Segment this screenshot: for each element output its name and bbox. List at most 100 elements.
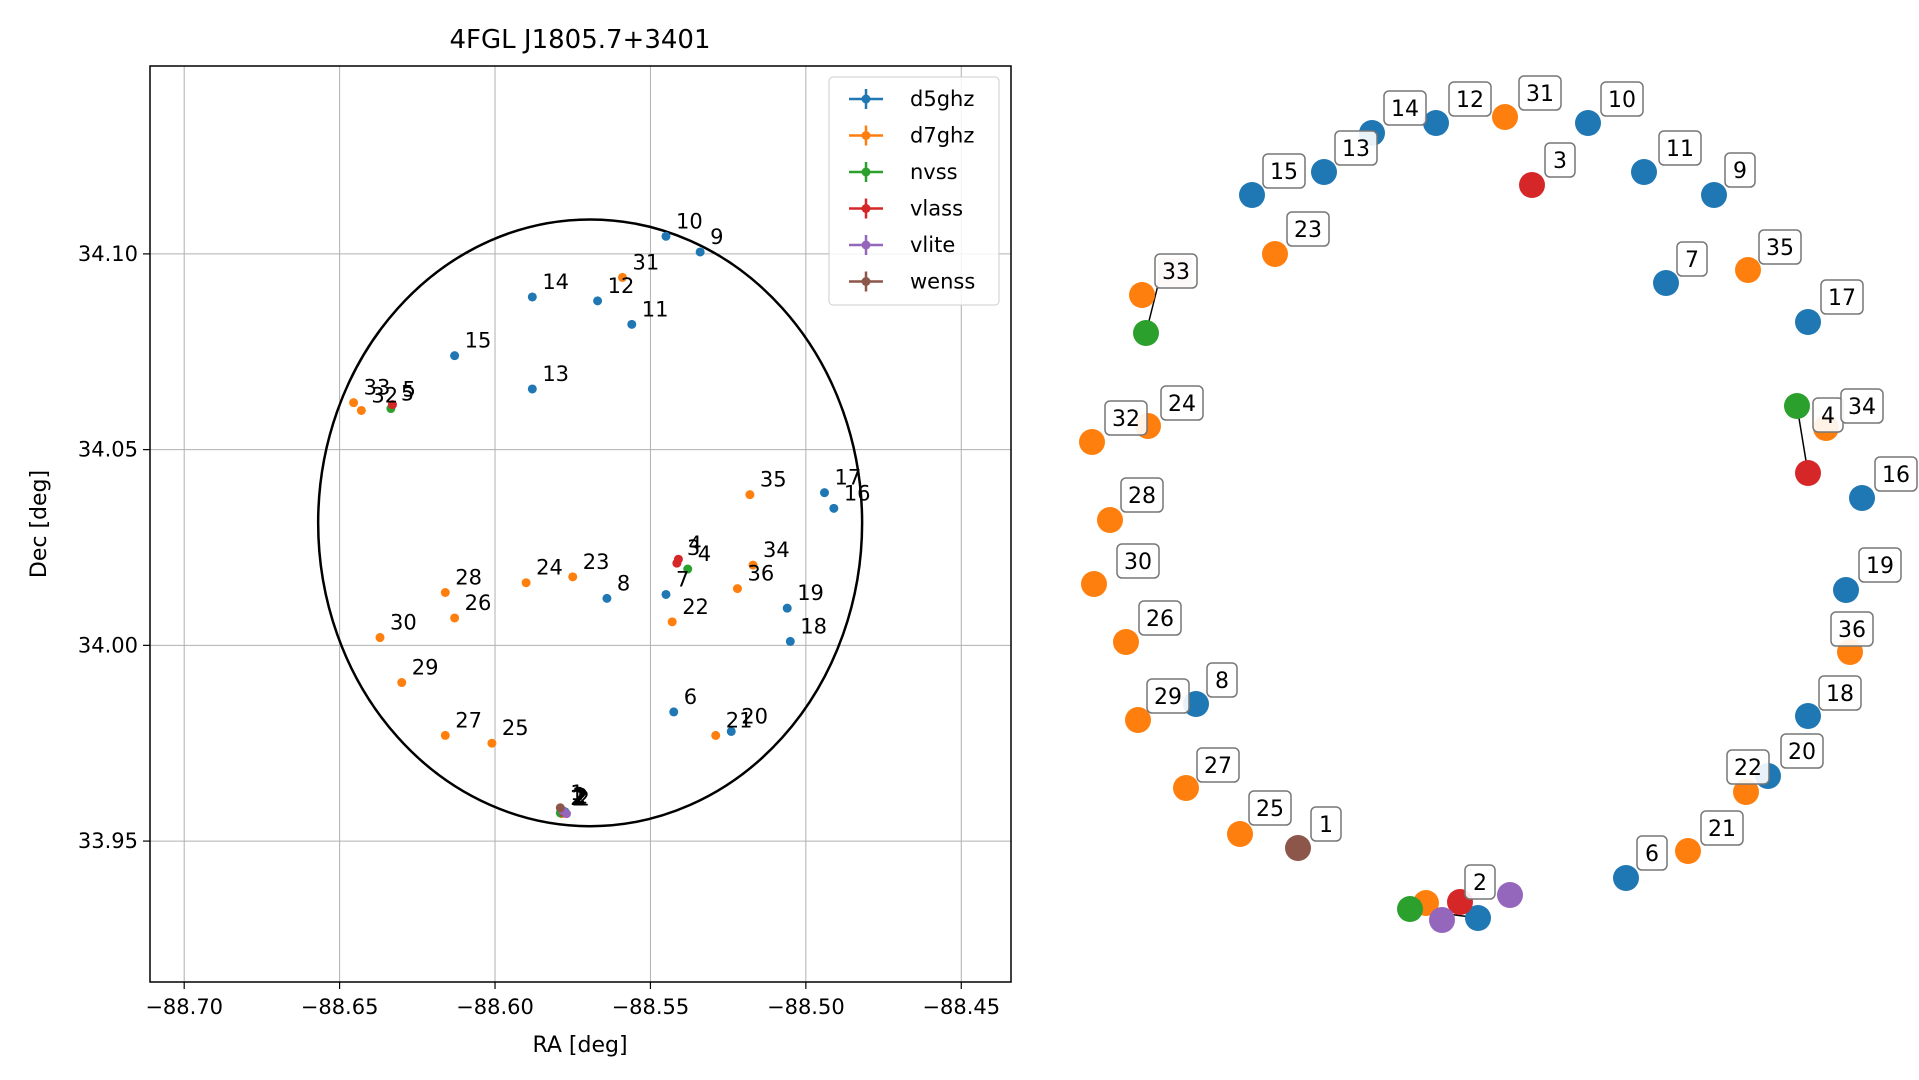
points-layer [349,231,839,819]
point-label: 16 [844,481,871,505]
layout-dot-d5ghz [1311,159,1337,185]
annotation-label: 18 [1826,682,1854,707]
point-label: 7 [676,567,689,591]
annotation-box [1464,864,1496,900]
point-d7ghz-36 [732,584,742,594]
point-label: 1 [570,781,583,805]
point-label: 15 [465,329,492,353]
point-label: 6 [684,685,697,709]
annotation-box [1820,279,1864,315]
confidence-ellipse [316,218,864,828]
point-label: 3 [687,536,700,560]
annotation-label: 27 [1204,754,1232,779]
annotation-label: 8 [1215,669,1229,694]
annotation-label: 23 [1294,218,1322,243]
annotation-label: 33 [1162,260,1190,285]
point-label: 32 [371,383,398,407]
layout-dot-nvss [1133,320,1159,346]
annotation-box [1448,81,1492,117]
point-label: 2 [577,787,590,811]
point-d5ghz-6 [669,707,679,717]
point-label: 12 [608,274,635,298]
point-label: 34 [763,538,790,562]
annotation-box [1758,229,1802,265]
annotation-label: 28 [1128,484,1156,509]
layout-dot-d7ghz [1129,282,1155,308]
point-d7ghz-28 [440,588,450,598]
legend-marker [861,167,871,177]
annotation-label: 31 [1526,82,1554,107]
left-scatter-panel: 2678910111213141516171819202212223242526… [27,25,1012,1058]
point-d7ghz-35 [745,490,755,500]
annotation-label: 12 [1456,88,1484,113]
annotation-box [1726,749,1770,785]
point-label: 18 [800,614,827,638]
layout-dot-d7ghz [1735,257,1761,283]
point-label: 9 [710,225,723,249]
layout-dot-vlite [1497,882,1523,908]
annotation-label: 1 [1319,813,1333,838]
plot-frame [149,65,1012,983]
point-label: 21 [726,708,753,732]
x-axis-label: RA [deg] [532,1033,627,1058]
annotation-label: 24 [1168,392,1196,417]
x-tick-label: −88.65 [301,995,379,1019]
point-label: 8 [617,571,630,595]
y-tick-label: 34.10 [78,242,138,266]
annotation-label: 19 [1866,554,1894,579]
annotation-label: 3 [1553,149,1567,174]
annotation-label: 7 [1685,248,1699,273]
point-d7ghz-32 [356,405,366,415]
point-d5ghz-16 [829,503,839,513]
layout-dot-d7ghz [1081,571,1107,597]
point-d5ghz-7 [661,589,671,599]
point-d7ghz-34 [748,560,758,570]
layout-dot-d7ghz [1079,429,1105,455]
legend-label: nvss [910,160,958,184]
point-d7ghz-22 [667,617,677,627]
point-label: 17 [835,466,862,490]
layout-dot-d7ghz [1492,104,1518,130]
annotation-label: 6 [1645,842,1659,867]
layout-dot-d5ghz [1239,182,1265,208]
annotation-box [1196,747,1240,783]
annotation-label: 25 [1256,797,1284,822]
layout-dot-d5ghz [1795,703,1821,729]
point-d7ghz-25 [487,738,497,748]
annotation-box [1160,385,1204,421]
point-label: 31 [632,250,659,274]
point-label: 35 [760,468,787,492]
annotation-box [1248,790,1292,826]
annotation-box [1116,543,1160,579]
point-d5ghz-11 [627,319,637,329]
layout-dot-d5ghz [1795,309,1821,335]
point-d5ghz-18 [785,636,795,646]
layout-dot-wenss [1285,835,1311,861]
layout-dot-nvss [1397,896,1423,922]
legend-marker [861,94,871,104]
legend-marker [861,204,871,213]
annotation-label: 13 [1342,137,1370,162]
point-label: 28 [455,566,482,590]
annotation-label: 32 [1112,407,1140,432]
y-tick-label: 34.00 [78,633,138,657]
layout-dot-d5ghz [1653,270,1679,296]
annotation-label: 35 [1766,236,1794,261]
point-label: 11 [642,297,669,321]
annotation-box [1104,400,1148,436]
annotation-box [1146,678,1190,714]
x-tick-label: −88.45 [922,995,1000,1019]
annotation-box [1138,600,1182,636]
annotation-box [1600,81,1644,117]
annotation-label: 26 [1146,607,1174,632]
layout-dot-d5ghz [1849,485,1875,511]
annotation-box [1383,90,1427,126]
legend-marker [861,131,871,140]
annotation-label: 29 [1154,685,1182,710]
point-label: 36 [747,562,774,586]
annotation-label: 15 [1270,160,1298,185]
layout-dot-d5ghz [1631,159,1657,185]
layout-dot-d7ghz [1097,507,1123,533]
layout-dot-d7ghz [1733,779,1759,805]
point-d5ghz-13 [527,384,537,394]
